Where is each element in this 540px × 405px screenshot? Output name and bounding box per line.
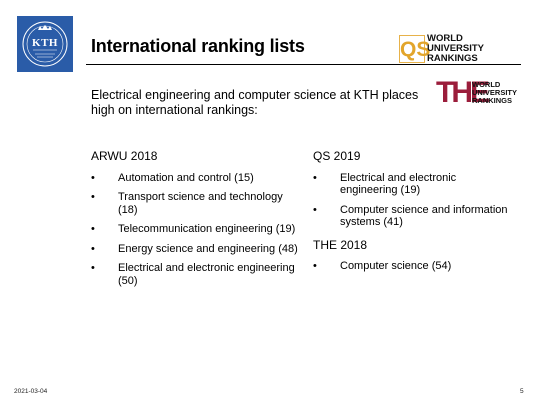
list-item: • Telecommunication engineering (19) bbox=[91, 223, 301, 236]
qs-heading: QS 2019 bbox=[313, 149, 361, 163]
qs-logo: QS WORLD UNIVERSITY RANKINGS bbox=[399, 34, 503, 65]
list-item-text: Transport science and technology (18) bbox=[118, 191, 283, 216]
kth-logo-text: KTH bbox=[32, 37, 58, 49]
bullet: • bbox=[313, 171, 317, 184]
qs-list: • Electrical and electronic engineering (… bbox=[313, 172, 513, 229]
the-logo: THE WORLD UNIVERSITY RANKINGS bbox=[436, 76, 517, 109]
list-item: • Energy science and engineering (48) bbox=[91, 243, 301, 256]
qs-the-column: QS 2019 • Electrical and electronic engin… bbox=[313, 150, 513, 280]
list-item: • Transport science and technology (18) bbox=[91, 191, 301, 216]
bullet: • bbox=[91, 191, 95, 203]
bullet: • bbox=[91, 242, 95, 255]
qs-logo-line: RANKINGS bbox=[427, 53, 478, 64]
list-item: • Computer science (54) bbox=[313, 260, 513, 273]
list-item-text: Computer science (54) bbox=[340, 260, 452, 272]
qs-logo-mark: QS bbox=[399, 35, 430, 63]
the-heading: THE 2018 bbox=[313, 237, 368, 252]
the-logo-wordmark: WORLD UNIVERSITY RANKINGS bbox=[472, 81, 517, 105]
list-item-text: Electrical and electronic engineering (5… bbox=[118, 262, 295, 287]
list-item: • Computer science and information system… bbox=[313, 204, 513, 229]
bullet: • bbox=[313, 203, 317, 216]
page-title: International ranking lists bbox=[91, 36, 305, 56]
bullet: • bbox=[313, 260, 317, 272]
bullet: • bbox=[91, 171, 95, 184]
list-item-text: Telecommunication engineering (19) bbox=[118, 223, 296, 235]
title-divider bbox=[86, 64, 521, 65]
page-number: 5 bbox=[520, 388, 524, 395]
the-logo-line: UNIVERSITY bbox=[472, 88, 518, 97]
list-item-text: Electrical and electronic engineering (1… bbox=[340, 171, 457, 197]
kth-crest-icon bbox=[22, 21, 68, 67]
list-item: • Electrical and electronic engineering (… bbox=[91, 262, 301, 287]
kth-logo: KTH bbox=[17, 16, 73, 72]
qs-logo-line: UNIVERSITY bbox=[427, 43, 485, 54]
list-item: • Electrical and electronic engineering (… bbox=[313, 172, 513, 197]
the-logo-mark: THE bbox=[436, 76, 490, 109]
bullet: • bbox=[91, 262, 95, 274]
list-item-text: Energy science and engineering (48) bbox=[118, 242, 298, 255]
qs-logo-line: WORLD bbox=[427, 33, 463, 44]
arwu-heading: ARWU 2018 bbox=[91, 149, 158, 163]
qs-logo-wordmark: WORLD UNIVERSITY RANKINGS bbox=[427, 34, 484, 64]
bullet: • bbox=[91, 223, 95, 235]
the-list: • Computer science (54) bbox=[313, 260, 513, 273]
arwu-column: ARWU 2018 • Automation and control (15) •… bbox=[91, 150, 301, 294]
arwu-list: • Automation and control (15) • Transport … bbox=[91, 172, 301, 288]
the-logo-line: RANKINGS bbox=[472, 96, 513, 105]
footer-date: 2021-03-04 bbox=[14, 388, 48, 395]
the-logo-line: WORLD bbox=[472, 80, 501, 89]
intro-text: Electrical engineering and computer scie… bbox=[91, 88, 419, 117]
list-item-text: Automation and control (15) bbox=[118, 171, 254, 184]
list-item: • Automation and control (15) bbox=[91, 172, 301, 185]
list-item-text: Computer science and information systems… bbox=[340, 203, 508, 229]
